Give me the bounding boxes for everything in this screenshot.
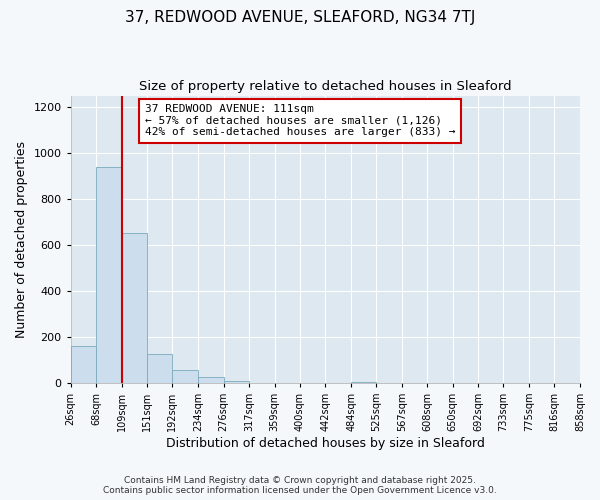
Text: Contains HM Land Registry data © Crown copyright and database right 2025.
Contai: Contains HM Land Registry data © Crown c…	[103, 476, 497, 495]
Bar	[97, 167, 122, 383]
Bar	[122, 234, 147, 383]
Y-axis label: Number of detached properties: Number of detached properties	[15, 140, 28, 338]
Bar	[71, 346, 97, 383]
Title: Size of property relative to detached houses in Sleaford: Size of property relative to detached ho…	[139, 80, 512, 93]
Bar	[351, 382, 376, 383]
Bar	[147, 354, 172, 383]
Bar	[198, 377, 224, 383]
Bar	[172, 370, 198, 383]
Text: 37 REDWOOD AVENUE: 111sqm
← 57% of detached houses are smaller (1,126)
42% of se: 37 REDWOOD AVENUE: 111sqm ← 57% of detac…	[145, 104, 455, 138]
Bar	[224, 380, 249, 383]
X-axis label: Distribution of detached houses by size in Sleaford: Distribution of detached houses by size …	[166, 437, 485, 450]
Text: 37, REDWOOD AVENUE, SLEAFORD, NG34 7TJ: 37, REDWOOD AVENUE, SLEAFORD, NG34 7TJ	[125, 10, 475, 25]
